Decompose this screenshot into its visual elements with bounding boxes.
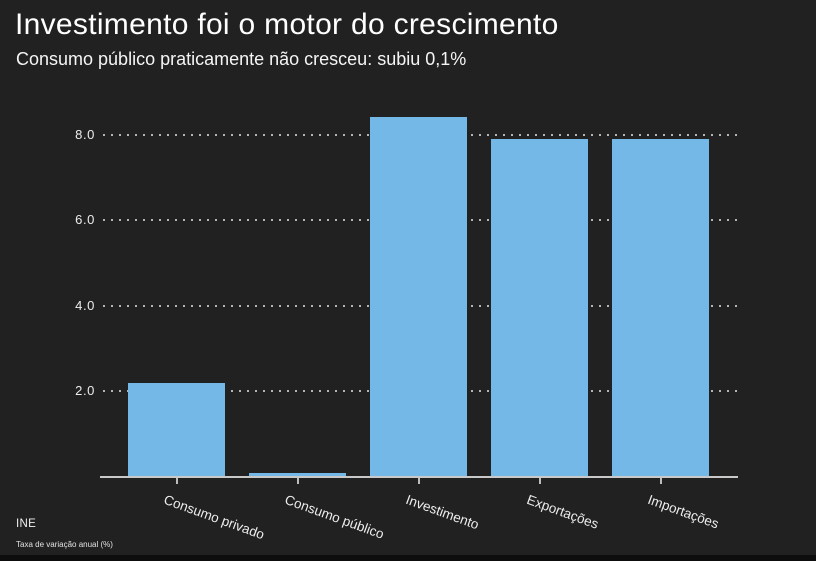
x-axis-label-exportações: Exportações	[524, 492, 601, 532]
x-axis-tick	[417, 477, 420, 484]
chart-title: Investimento foi o motor do crescimento	[15, 8, 559, 41]
y-axis-tick-label: 4.0	[75, 297, 95, 313]
bar-consumo-público	[249, 472, 346, 477]
x-axis-label-consumo-privado: Consumo privado	[161, 492, 266, 543]
y-axis-tick-label: 2.0	[75, 383, 95, 399]
x-axis-line	[100, 476, 738, 478]
axis-unit-footnote: Taxa de variação anual (%)	[16, 540, 113, 549]
x-axis-label-consumo-público: Consumo público	[282, 492, 386, 542]
source-label: INE	[16, 518, 37, 530]
y-axis-tick-label: 8.0	[75, 126, 95, 142]
bar-investimento	[370, 117, 467, 477]
x-axis-tick	[659, 477, 662, 484]
bar-importações	[612, 138, 709, 477]
x-axis-label-investimento: Investimento	[403, 492, 481, 533]
x-axis-tick	[296, 477, 299, 484]
footer-strip	[0, 555, 816, 561]
y-axis-tick-label: 6.0	[75, 212, 95, 228]
bar-consumo-privado	[128, 382, 225, 477]
bar-exportações	[491, 138, 588, 477]
x-axis-tick	[538, 477, 541, 484]
chart-subtitle: Consumo público praticamente não cresceu…	[16, 49, 467, 69]
x-axis-tick	[175, 477, 178, 484]
x-axis-label-importações: Importações	[645, 492, 721, 532]
